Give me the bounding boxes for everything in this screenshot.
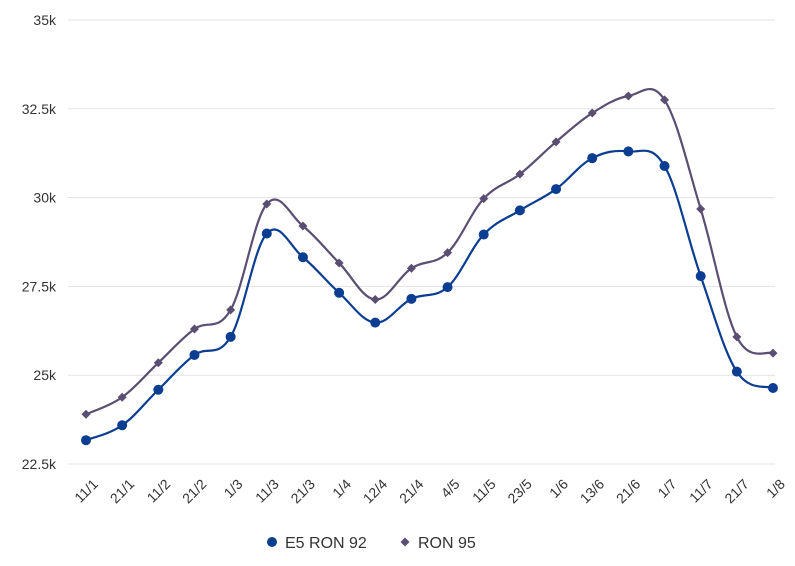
data-point-ron-95 — [660, 95, 670, 105]
series-e5-ron-92 — [81, 146, 778, 446]
grid — [68, 19, 775, 465]
data-point-ron-95 — [117, 392, 127, 402]
data-point-ron-95 — [370, 295, 380, 305]
data-point-ron-95 — [768, 348, 778, 358]
legend-label-ron-95: RON 95 — [418, 535, 476, 552]
data-point-ron-95 — [81, 409, 91, 419]
x-tick-label: 11/2 — [144, 476, 174, 506]
legend-item-ron-95[interactable]: RON 95 — [400, 535, 476, 552]
data-point-e5-ron-92 — [117, 420, 128, 431]
data-point-ron-95 — [587, 108, 597, 118]
x-tick-label: 4/5 — [438, 476, 463, 501]
x-tick-label: 1/8 — [763, 476, 788, 501]
data-point-ron-95 — [732, 332, 742, 342]
data-point-e5-ron-92 — [225, 331, 236, 342]
x-tick-label: 11/3 — [252, 476, 282, 506]
y-tick-label: 32.5k — [22, 101, 57, 117]
y-tick-label: 35k — [33, 12, 57, 28]
data-point-e5-ron-92 — [695, 271, 706, 282]
y-tick-label: 30k — [33, 190, 57, 206]
y-tick-label: 27.5k — [22, 278, 57, 294]
x-tick-label: 11/1 — [71, 476, 101, 506]
data-point-ron-95 — [262, 199, 272, 209]
legend: E5 RON 92 RON 95 — [267, 535, 476, 552]
x-tick-label: 21/1 — [107, 476, 138, 507]
legend-label-e5-ron-92: E5 RON 92 — [285, 535, 367, 552]
x-tick-label: 21/4 — [396, 476, 427, 507]
data-point-e5-ron-92 — [731, 366, 742, 377]
series-ron-95 — [81, 88, 778, 419]
series — [81, 88, 778, 446]
x-tick-label: 1/3 — [221, 476, 246, 501]
data-point-ron-95 — [696, 204, 706, 214]
data-point-e5-ron-92 — [623, 146, 634, 157]
data-point-ron-95 — [334, 258, 344, 268]
data-point-e5-ron-92 — [406, 293, 417, 304]
data-point-ron-95 — [515, 169, 525, 179]
y-axis: 22.5k 25k 27.5k 30k 32.5k 35k — [22, 12, 57, 472]
x-tick-label: 12/4 — [360, 476, 391, 507]
data-point-ron-95 — [551, 137, 561, 147]
data-point-e5-ron-92 — [189, 349, 200, 360]
x-tick-label: 21/2 — [179, 476, 210, 507]
legend-marker-e5-ron-92 — [267, 537, 277, 547]
data-point-e5-ron-92 — [334, 287, 345, 298]
data-point-e5-ron-92 — [442, 282, 453, 293]
x-tick-label: 1/6 — [546, 476, 571, 501]
data-point-e5-ron-92 — [551, 184, 562, 195]
data-point-e5-ron-92 — [370, 317, 381, 328]
x-tick-label: 13/6 — [577, 476, 608, 507]
data-point-e5-ron-92 — [297, 252, 308, 263]
data-point-ron-95 — [226, 305, 236, 315]
data-point-ron-95 — [189, 324, 199, 334]
data-point-e5-ron-92 — [261, 228, 272, 239]
series-line-e5-ron-92 — [85, 149, 774, 442]
x-tick-label: 1/4 — [329, 476, 354, 501]
data-point-ron-95 — [153, 358, 163, 368]
data-point-e5-ron-92 — [587, 153, 598, 164]
data-point-e5-ron-92 — [768, 382, 778, 393]
x-tick-label: 23/5 — [504, 476, 535, 507]
x-tick-label: 11/5 — [469, 476, 499, 506]
data-point-ron-95 — [623, 91, 633, 101]
data-point-ron-95 — [479, 194, 489, 204]
y-tick-label: 22.5k — [22, 456, 57, 472]
x-axis: 11/1 21/1 11/2 21/2 1/3 11/3 21/3 1/4 12/4 21/4 4/… — [71, 476, 788, 507]
data-point-ron-95 — [406, 263, 416, 273]
data-point-ron-95 — [443, 248, 453, 258]
x-tick-label: 21/3 — [287, 476, 318, 507]
data-point-e5-ron-92 — [514, 205, 525, 216]
legend-marker-ron-95 — [400, 537, 410, 547]
legend-item-e5-ron-92[interactable]: E5 RON 92 — [267, 535, 367, 552]
x-tick-label: 21/7 — [721, 476, 752, 507]
data-point-e5-ron-92 — [81, 435, 91, 446]
data-point-e5-ron-92 — [478, 229, 489, 240]
series-line-ron-95 — [85, 88, 774, 416]
x-tick-label: 1/7 — [654, 476, 679, 501]
x-tick-label: 21/6 — [613, 476, 644, 507]
data-point-e5-ron-92 — [659, 160, 670, 171]
data-point-e5-ron-92 — [153, 384, 164, 395]
x-tick-label: 11/7 — [686, 476, 716, 506]
y-tick-label: 25k — [33, 367, 57, 383]
data-point-ron-95 — [298, 221, 308, 231]
